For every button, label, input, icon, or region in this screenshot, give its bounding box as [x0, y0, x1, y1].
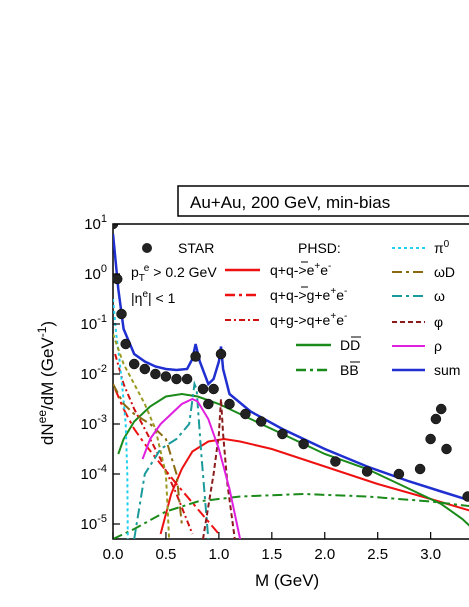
data-point	[203, 398, 214, 410]
data-point	[190, 351, 201, 362]
data-point	[414, 463, 426, 475]
data-point	[128, 358, 140, 370]
x-tick-label: 1.5	[261, 546, 282, 563]
plot-frame	[112, 223, 469, 540]
data-point	[441, 443, 452, 455]
series-line-5	[113, 492, 469, 539]
y-tick-label: 10-2	[81, 363, 107, 383]
data-point	[298, 438, 309, 450]
y-ticks-layer: 101 100 10-1 10-2 10-3 10-4 10-5	[81, 213, 120, 533]
legend-star-label: STAR	[178, 240, 214, 256]
data-point	[393, 468, 405, 480]
legend-label-dd: DD	[340, 337, 360, 353]
x-tick-label: 0.0	[103, 546, 124, 563]
title-box	[177, 185, 469, 217]
cut-eta-annotation: |ηe| < 1	[131, 289, 176, 306]
legend-label-omega: ω	[434, 288, 445, 304]
legend-label-phi: φ	[434, 314, 443, 330]
series-line-4	[117, 392, 469, 527]
legend-star-marker	[142, 243, 152, 253]
series-line-11	[141, 397, 242, 539]
x-axis-title: M (GeV)	[255, 571, 319, 590]
series-line-9	[133, 380, 210, 539]
data-point	[425, 433, 436, 445]
data-point	[255, 416, 267, 427]
data-point	[435, 403, 447, 415]
data-points-layer	[113, 224, 469, 502]
x-tick-label: 0.5	[156, 546, 177, 563]
data-point	[240, 408, 251, 420]
phsd-label: PHSD:	[298, 240, 341, 256]
data-point	[330, 456, 341, 467]
data-point	[120, 338, 131, 350]
series-line-3	[114, 353, 194, 535]
legend-label-pi0: π0	[434, 239, 450, 256]
series-line-8	[113, 383, 183, 525]
x-tick-label: 2.5	[367, 546, 388, 563]
x-tick-label: 1.0	[208, 546, 229, 563]
x-tick-label: 3.0	[420, 546, 441, 563]
legend-label-sum: sum	[434, 362, 460, 378]
legend-label-rho: ρ	[434, 338, 442, 354]
data-point	[224, 398, 235, 410]
y-tick-label: 10-3	[81, 413, 107, 433]
data-point	[160, 371, 172, 382]
series-line-7	[113, 333, 171, 539]
data-point	[277, 428, 288, 440]
data-point	[113, 273, 123, 285]
y-tick-label: 10-4	[81, 463, 107, 483]
x-tick-label: 2.0	[314, 546, 335, 563]
curves-layer	[113, 233, 469, 539]
data-point	[197, 383, 209, 395]
data-point	[113, 224, 119, 230]
y-axis-title: dNee/dM (GeV-1)	[35, 321, 57, 445]
data-point	[361, 466, 373, 477]
series-line-1	[159, 437, 469, 535]
data-point	[215, 348, 227, 360]
y-tick-label: 101	[84, 213, 107, 233]
cut-pt-annotation: pTe > 0.2 GeV	[131, 263, 217, 284]
y-tick-label: 10-5	[81, 513, 107, 533]
series-line-0	[113, 233, 469, 502]
legend-label-qq-ee: q+q->e+e-	[270, 261, 331, 278]
data-point	[116, 308, 127, 320]
legend-label-bb: BB	[340, 362, 359, 378]
data-point	[208, 383, 219, 395]
data-point	[462, 491, 469, 502]
x-ticks-layer: 0.0 0.5 1.0 1.5 2.0 2.5 3.0	[103, 532, 441, 563]
data-point	[181, 373, 193, 385]
data-point	[430, 413, 442, 425]
y-tick-label: 100	[84, 263, 107, 283]
data-point	[171, 373, 182, 385]
legend-label-qg-qee: q+g->q+e+e-	[270, 311, 347, 328]
data-point	[150, 368, 161, 380]
chart-title: Au+Au, 200 GeV, min-bias	[190, 193, 390, 212]
y-tick-label: 10-1	[81, 313, 107, 333]
data-point	[139, 363, 151, 375]
legend-label-omegaD: ωD	[434, 264, 455, 280]
series-line-6	[113, 298, 129, 539]
legend-label-qq-gee: q+q->g+e+e-	[270, 286, 347, 303]
